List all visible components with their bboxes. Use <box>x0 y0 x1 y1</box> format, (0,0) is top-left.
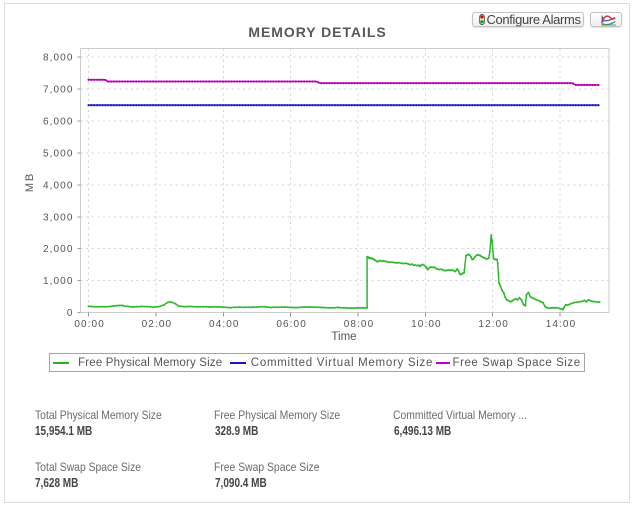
svg-text:4,000: 4,000 <box>43 180 74 191</box>
svg-text:MB: MB <box>24 172 36 192</box>
svg-text:00:00: 00:00 <box>74 319 105 330</box>
svg-text:0: 0 <box>67 308 74 319</box>
svg-text:10:00: 10:00 <box>411 319 442 330</box>
svg-text:Time: Time <box>331 331 356 343</box>
svg-text:5,000: 5,000 <box>43 148 74 159</box>
svg-text:2,000: 2,000 <box>43 244 74 255</box>
svg-text:06:00: 06:00 <box>276 319 307 330</box>
svg-text:04:00: 04:00 <box>209 319 240 330</box>
svg-text:6,000: 6,000 <box>43 117 74 128</box>
svg-text:3,000: 3,000 <box>43 212 74 223</box>
svg-text:8,000: 8,000 <box>43 53 74 64</box>
svg-text:08:00: 08:00 <box>344 319 375 330</box>
svg-text:1,000: 1,000 <box>43 276 74 287</box>
svg-text:02:00: 02:00 <box>142 319 173 330</box>
svg-text:12:00: 12:00 <box>478 319 509 330</box>
svg-text:7,000: 7,000 <box>43 85 74 96</box>
svg-text:14:00: 14:00 <box>546 319 577 330</box>
